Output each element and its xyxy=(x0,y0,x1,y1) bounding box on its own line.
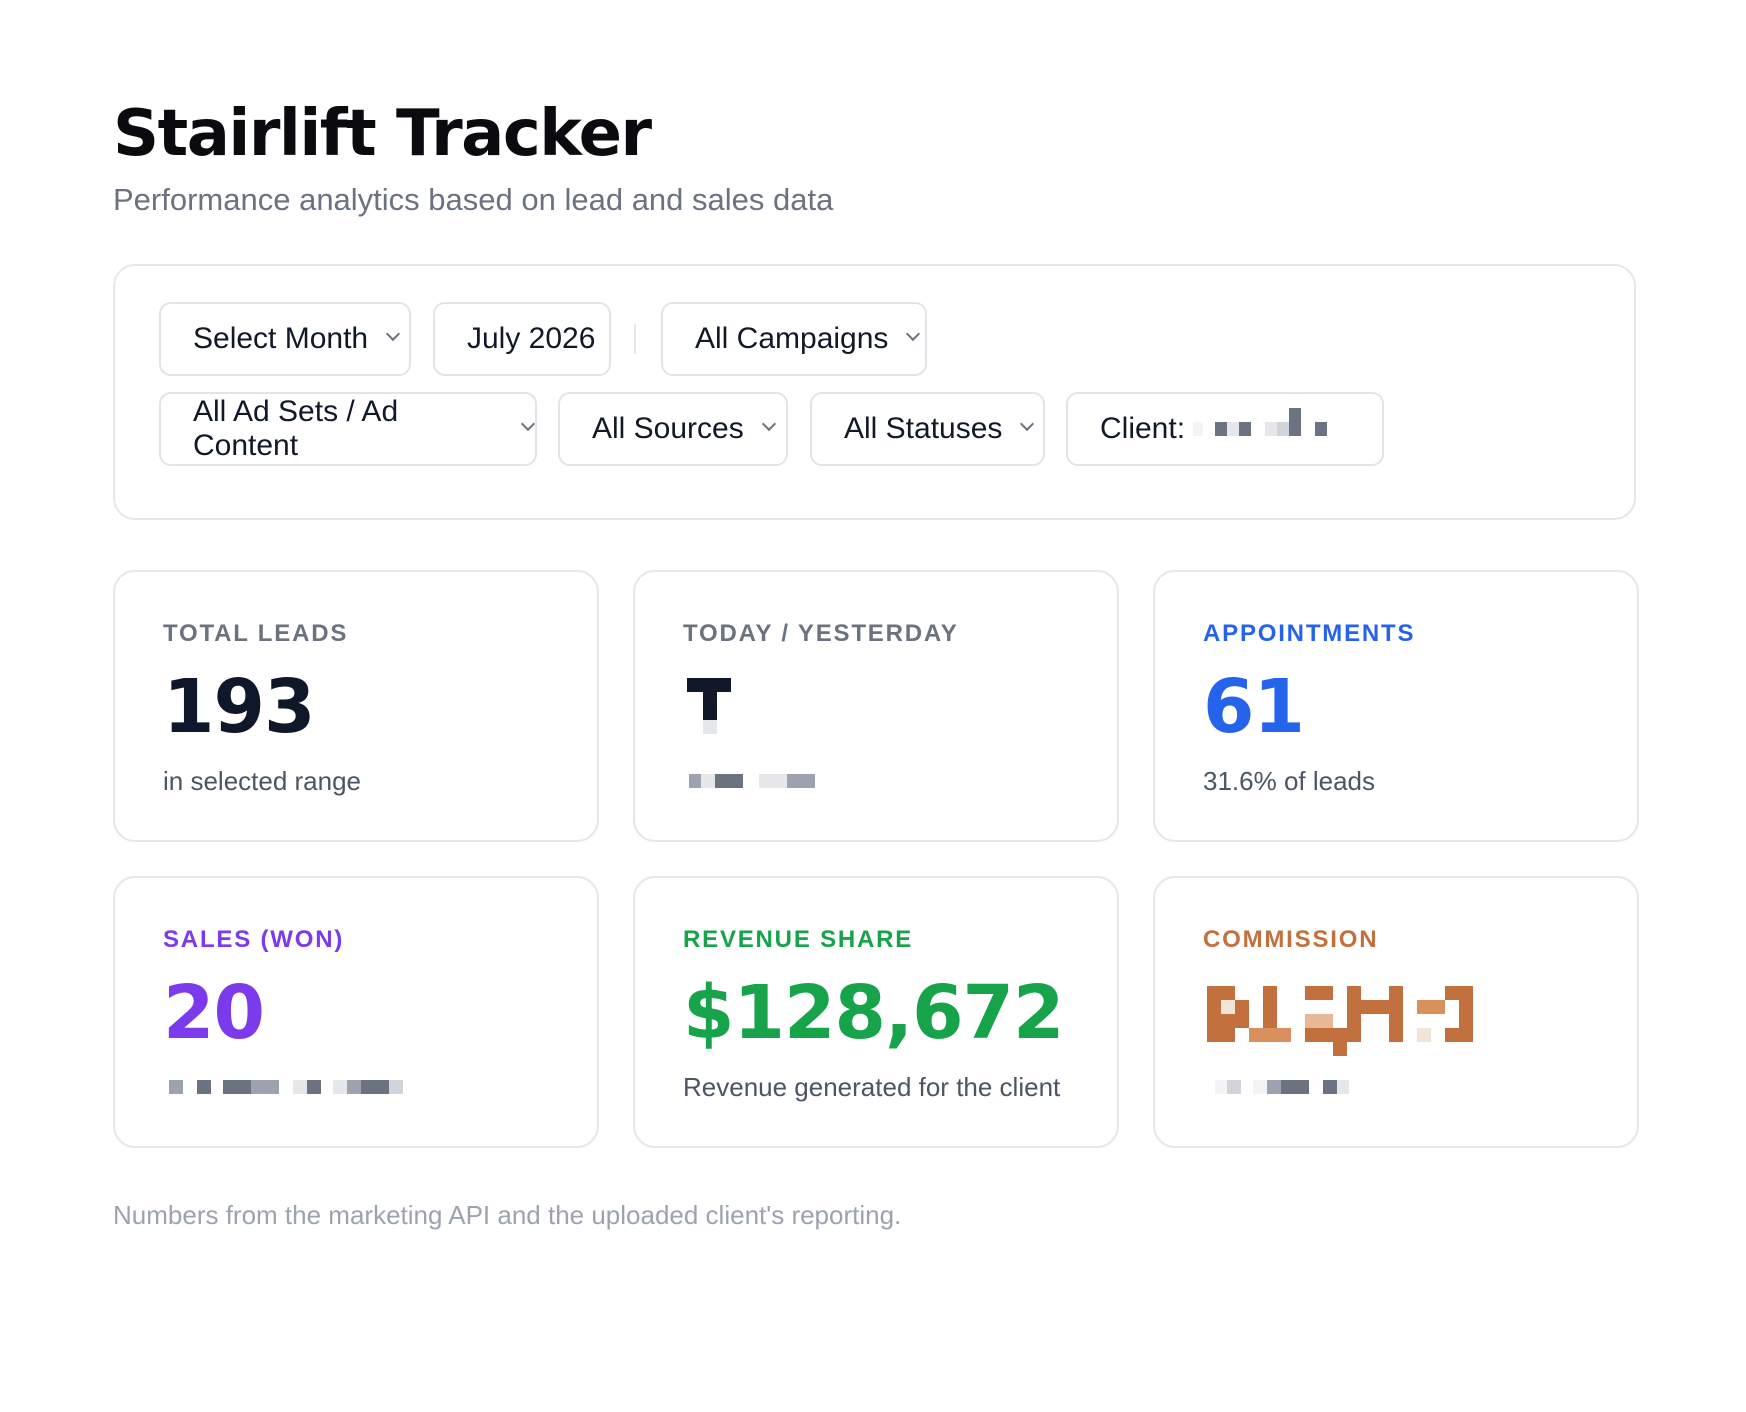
sales-sub-redacted xyxy=(169,1080,403,1094)
commission-sub-redacted xyxy=(1215,1080,1349,1094)
dashboard: Stairlift Tracker Performance analytics … xyxy=(113,96,1639,1230)
appointments-value: 61 xyxy=(1203,664,1305,750)
total-leads-sub: in selected range xyxy=(163,766,362,796)
page-title: Stairlift Tracker xyxy=(113,97,652,171)
today-yesterday-label: TODAY / YESTERDAY xyxy=(683,620,959,647)
month-select-label: Select Month xyxy=(193,322,369,355)
ad-sets-dropdown[interactable]: All Ad Sets / Ad Content xyxy=(159,392,537,466)
total-leads-value: 193 xyxy=(163,664,315,750)
month-select-dropdown[interactable]: Select Month xyxy=(159,302,411,376)
client-label: Client: xyxy=(1100,412,1186,445)
today-yesterday-card: TODAY / YESTERDAY xyxy=(633,570,1119,842)
client-name-redacted xyxy=(1193,408,1328,436)
today-yesterday-sub-redacted xyxy=(689,774,815,788)
commission-label: COMMISSION xyxy=(1203,926,1379,953)
chevron-down-icon xyxy=(764,419,776,431)
campaigns-label: All Campaigns xyxy=(695,322,889,355)
month-value-label: July 2026 xyxy=(467,322,596,355)
appointments-label: APPOINTMENTS xyxy=(1203,620,1416,647)
footer-note: Numbers from the marketing API and the u… xyxy=(113,1200,902,1230)
chevron-down-icon xyxy=(523,419,535,431)
filter-divider xyxy=(634,324,636,354)
campaigns-dropdown[interactable]: All Campaigns xyxy=(661,302,927,376)
revenue-share-sub: Revenue generated for the client xyxy=(683,1072,1061,1102)
commission-card: COMMISSION xyxy=(1153,876,1639,1148)
client-selector[interactable]: Client: xyxy=(1066,392,1384,466)
commission-value-redacted xyxy=(1207,986,1517,1056)
statuses-dropdown[interactable]: All Statuses xyxy=(810,392,1045,466)
appointments-sub: 31.6% of leads xyxy=(1203,766,1376,796)
chevron-down-icon xyxy=(388,329,400,341)
appointments-card: APPOINTMENTS 61 31.6% of leads xyxy=(1153,570,1639,842)
filter-panel: Select Month July 2026 All Campaigns All… xyxy=(113,264,1636,520)
revenue-share-card: REVENUE SHARE $128,672 Revenue generated… xyxy=(633,876,1119,1148)
sources-label: All Sources xyxy=(592,412,744,445)
month-value-button[interactable]: July 2026 xyxy=(433,302,611,376)
statuses-label: All Statuses xyxy=(844,412,1003,445)
sales-label: SALES (WON) xyxy=(163,926,345,953)
today-yesterday-value-redacted xyxy=(687,678,731,734)
revenue-share-value: $128,672 xyxy=(683,970,1065,1056)
total-leads-label: TOTAL LEADS xyxy=(163,620,349,647)
chevron-down-icon xyxy=(908,329,920,341)
chevron-down-icon xyxy=(1022,419,1034,431)
sales-card: SALES (WON) 20 xyxy=(113,876,599,1148)
page-subtitle: Performance analytics based on lead and … xyxy=(113,182,834,217)
sales-value: 20 xyxy=(163,970,265,1056)
sources-dropdown[interactable]: All Sources xyxy=(558,392,788,466)
ad-sets-label: All Ad Sets / Ad Content xyxy=(193,395,399,462)
total-leads-card: TOTAL LEADS 193 in selected range xyxy=(113,570,599,842)
revenue-share-label: REVENUE SHARE xyxy=(683,926,914,953)
